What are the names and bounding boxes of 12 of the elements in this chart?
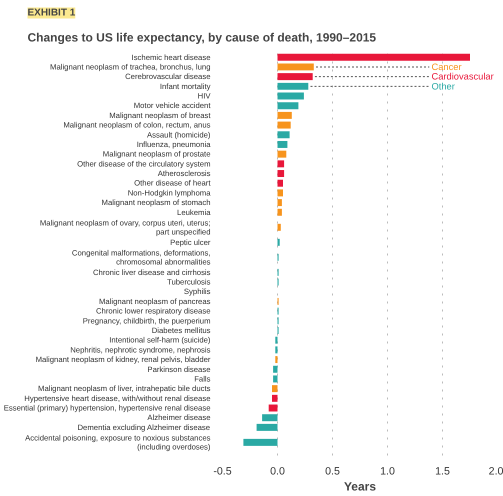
x-tick-label: 0.0 [270,466,285,478]
text: EXHIBIT 1 [28,8,76,18]
x-axis-title: Years [344,480,376,494]
x-tick-label: 1.0 [380,466,395,478]
x-tick-label: -0.5 [213,466,232,478]
x-tick-label: 0.5 [325,466,340,478]
series-label: Cardiovascular [432,72,494,82]
text: Cancer [432,62,462,72]
x-tick-label: 1.5 [435,466,450,478]
x-tick-label: 2.0 [488,466,503,478]
text: Other [432,81,455,92]
chart-title: Changes to US life expectancy, by cause of death, 1990–2015 [28,30,376,44]
